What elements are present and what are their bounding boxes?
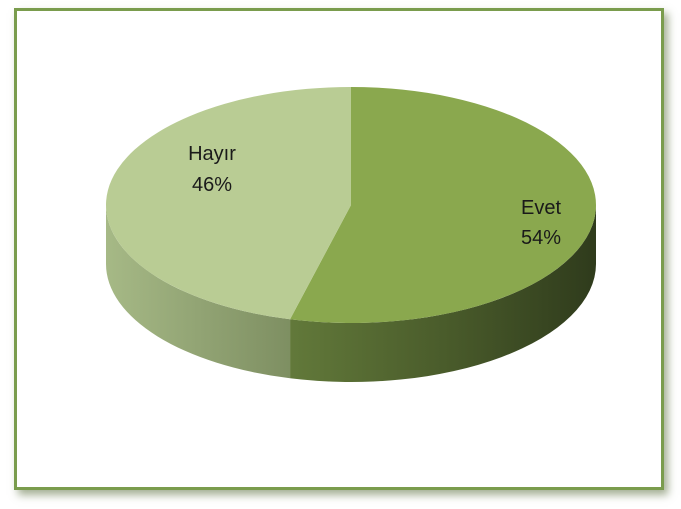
pie-slice-hayir bbox=[105, 87, 351, 320]
pie-slice-hayir-side bbox=[106, 205, 291, 379]
slice-label-hayir: Hayır bbox=[188, 143, 236, 165]
slice-label-evet: Evet bbox=[521, 197, 561, 219]
pie-slice-evet-side bbox=[290, 205, 596, 383]
slice-percent-evet: 54% bbox=[521, 227, 561, 249]
slice-percent-hayir: 46% bbox=[192, 174, 232, 196]
pie-slice-evet bbox=[290, 87, 596, 323]
